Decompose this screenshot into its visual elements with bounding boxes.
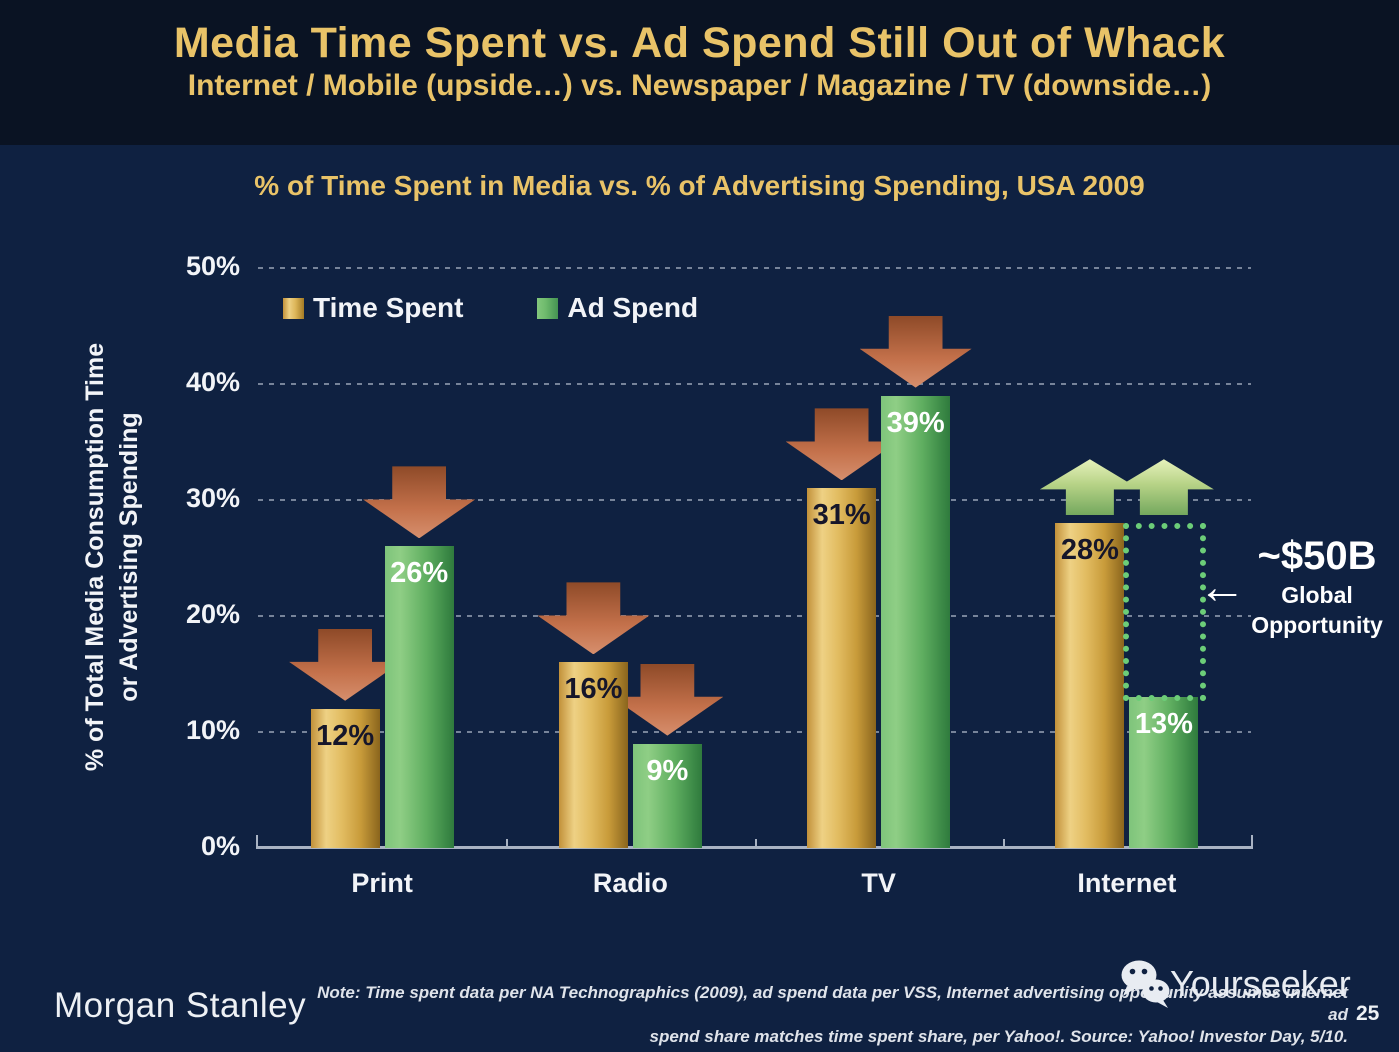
y-tick-label-40: 40% [185,367,240,397]
chart-legend: Time Spent Ad Spend [283,292,698,324]
internet-green-value-label: 13% [1134,708,1193,741]
opportunity-dotted-box [1123,523,1207,702]
x-axis-tick-3 [1002,839,1005,848]
morgan-stanley-logo: Morgan Stanley [54,986,307,1025]
y-axis-label-line1: % of Total Media Consumption Time [81,342,109,772]
up-arrow-icon [1113,459,1214,516]
y-axis-label: % of Total Media Consumption Time or Adv… [78,343,146,771]
gridline-50 [258,267,1251,269]
legend-item-time-spent: Time Spent [283,292,463,324]
gridline-40 [258,383,1251,385]
slide-header: Media Time Spent vs. Ad Spend Still Out … [0,0,1399,145]
legend-item-ad-spend: Ad Spend [537,292,698,324]
internet-gold-bar [1055,523,1125,848]
y-tick-label-30: 30% [185,483,240,513]
x-axis-end-right [1251,835,1253,848]
gridline-30 [258,499,1251,501]
opportunity-label-line2: Opportunity [1251,612,1383,638]
source-note-line1: Note: Time spent data per NA Technograph… [317,983,1348,1024]
ad-spend-swatch-icon [537,297,559,319]
print-green-value-label: 26% [390,557,449,590]
down-arrow-icon [859,315,972,388]
radio-green-value-label: 9% [646,754,689,787]
y-axis-label-line2: or Advertising Spending [115,412,143,702]
print-green-bar [384,546,454,848]
slide-title: Media Time Spent vs. Ad Spend Still Out … [173,19,1226,67]
x-axis-category-print: Print [351,868,413,898]
legend-label: Time Spent [313,292,464,323]
gridline-20 [258,615,1251,617]
x-axis-category-tv: TV [861,868,896,898]
watermark-text: Yourseeker [1170,963,1351,1004]
radio-gold-value-label: 16% [564,673,623,706]
radio-green-bar [632,743,702,848]
down-arrow-icon [611,663,724,736]
tv-green-value-label: 39% [886,406,945,439]
x-axis-end-left [256,835,258,848]
chart-title: % of Time Spent in Media vs. % of Advert… [254,170,1145,201]
opportunity-label-line1: Global [1281,582,1353,608]
x-axis-category-radio: Radio [592,868,668,898]
opportunity-annotation: ~$50B Global Opportunity [1238,532,1396,640]
tv-gold-value-label: 31% [812,499,871,532]
source-note: Note: Time spent data per NA Technograph… [316,982,1348,1048]
page-number: 25 [1356,1002,1380,1025]
y-tick-label-20: 20% [185,599,240,629]
internet-gold-value-label: 28% [1060,534,1119,567]
radio-gold-bar [558,662,628,848]
x-axis-category-internet: Internet [1077,868,1177,898]
print-gold-value-label: 12% [316,719,375,752]
gridline-10 [258,731,1251,733]
slide-subtitle: Internet / Mobile (upside…) vs. Newspape… [187,69,1212,102]
tv-green-bar [881,395,951,848]
internet-green-bar [1129,697,1199,848]
x-axis-tick-2 [754,839,757,848]
down-arrow-icon [363,466,476,539]
tv-gold-bar [807,488,877,848]
y-tick-label-0: 0% [200,831,240,861]
y-tick-label-50: 50% [185,251,240,281]
yourseeker-watermark: Yourseeker [1116,958,1351,1010]
opportunity-value: ~$50B [1257,534,1377,578]
down-arrow-icon [537,582,650,655]
legend-label: Ad Spend [567,292,699,323]
wechat-icon [1121,960,1170,1008]
y-tick-label-10: 10% [185,715,240,745]
source-note-line2: spend share matches time spent share, pe… [649,1027,1349,1046]
time-spent-swatch-icon [283,297,304,319]
x-axis-tick-1 [506,839,509,848]
print-gold-bar [310,708,380,848]
